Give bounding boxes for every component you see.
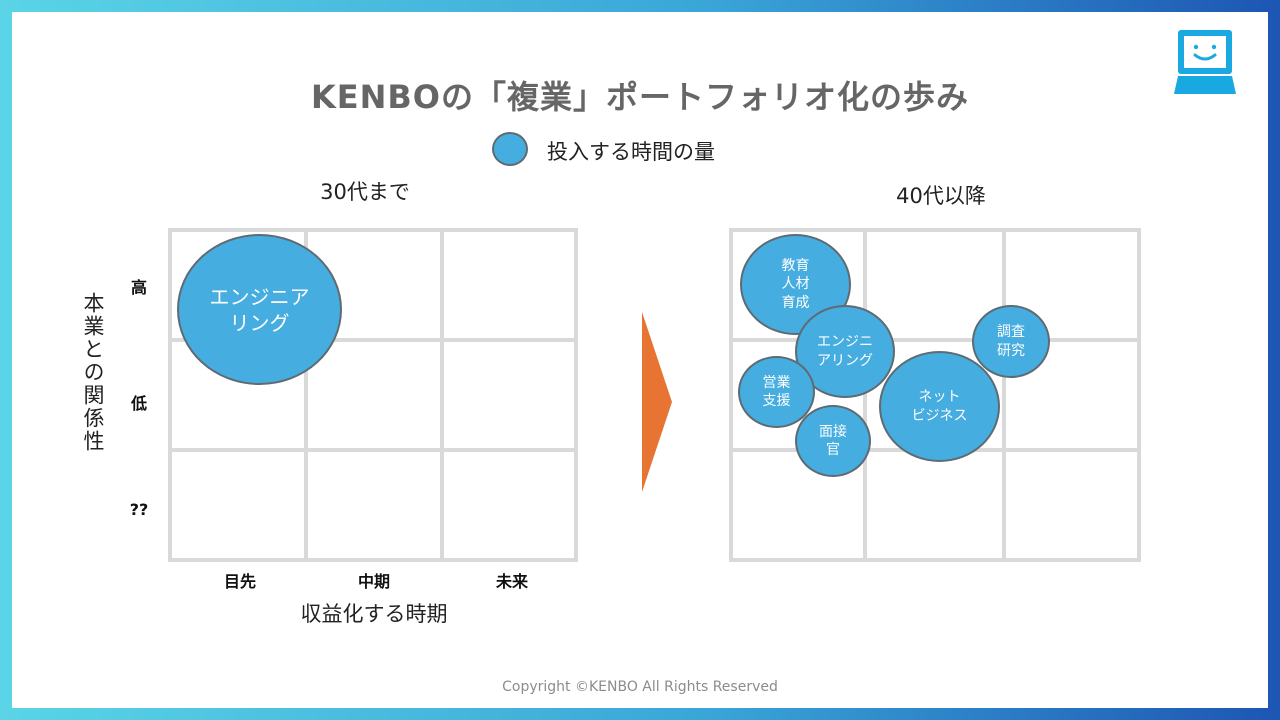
smiling-laptop-icon: [1174, 30, 1236, 94]
row-label-low: 低: [130, 394, 147, 413]
bubble-engineering-30s: エンジニア リング: [177, 234, 342, 385]
col-label-future: 未来: [495, 572, 528, 591]
slide: KENBOの「複業」ポートフォリオ化の歩み 投入する時間の量 30代まで 高 低…: [12, 12, 1268, 708]
slide-title: KENBOの「複業」ポートフォリオ化の歩み: [310, 78, 970, 116]
legend-label: 投入する時間の量: [547, 140, 715, 164]
bubble-interviewer: 面接 官: [795, 405, 871, 477]
bubble-education: 教育 人材 育成: [740, 234, 851, 335]
bubble-sales-support: 営業 支援: [738, 356, 815, 428]
col-label-mid-term: 中期: [357, 572, 390, 591]
left-panel-heading: 30代まで: [320, 180, 410, 204]
y-axis-title: 本業との関係性: [81, 292, 105, 453]
row-label-unknown: ??: [129, 500, 149, 519]
row-label-high: 高: [130, 278, 147, 297]
bubble-net-business: ネット ビジネス: [879, 351, 1000, 462]
legend-bubble-swatch: [492, 132, 528, 166]
triangle-right-icon: [642, 312, 672, 492]
bubble-research: 調査 研究: [972, 305, 1050, 378]
x-axis-title: 収益化する時期: [300, 602, 448, 626]
right-panel-heading: 40代以降: [896, 184, 986, 208]
copyright-footer: Copyright ©KENBO All Rights Reserved: [502, 679, 778, 695]
col-label-short-term: 目先: [223, 572, 256, 591]
left-grid: [168, 228, 578, 562]
